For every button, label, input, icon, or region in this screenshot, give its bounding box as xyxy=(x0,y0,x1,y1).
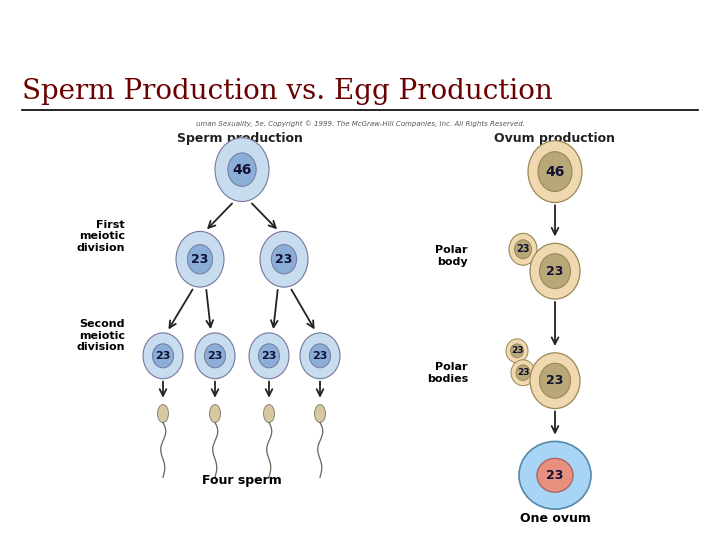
Ellipse shape xyxy=(271,245,297,274)
Text: Sperm production: Sperm production xyxy=(177,132,303,145)
Ellipse shape xyxy=(530,244,580,299)
Ellipse shape xyxy=(260,231,308,287)
Text: 23: 23 xyxy=(510,346,523,355)
Ellipse shape xyxy=(195,333,235,379)
Ellipse shape xyxy=(300,333,340,379)
Text: 23: 23 xyxy=(192,253,209,266)
Text: 23: 23 xyxy=(261,351,276,361)
Ellipse shape xyxy=(515,240,531,259)
Text: Four sperm: Four sperm xyxy=(202,474,282,487)
Ellipse shape xyxy=(315,404,325,422)
Text: uman Sexuality, 5e. Copyright © 1999. The McGraw-Hill Companies, Inc. All Rights: uman Sexuality, 5e. Copyright © 1999. Th… xyxy=(196,120,524,126)
Text: 23: 23 xyxy=(546,469,564,482)
Ellipse shape xyxy=(310,344,330,368)
Ellipse shape xyxy=(210,404,220,422)
Text: 23: 23 xyxy=(517,368,529,377)
Ellipse shape xyxy=(249,333,289,379)
Ellipse shape xyxy=(204,344,225,368)
Text: 23: 23 xyxy=(516,244,530,254)
Ellipse shape xyxy=(228,153,256,186)
Ellipse shape xyxy=(538,152,572,192)
Text: Sperm Production vs. Egg Production: Sperm Production vs. Egg Production xyxy=(22,78,553,105)
Ellipse shape xyxy=(176,231,224,287)
Ellipse shape xyxy=(528,141,582,202)
Ellipse shape xyxy=(530,353,580,409)
Text: Polar
bodies: Polar bodies xyxy=(427,362,468,383)
Ellipse shape xyxy=(158,404,168,422)
Text: 23: 23 xyxy=(275,253,293,266)
Ellipse shape xyxy=(187,245,212,274)
Ellipse shape xyxy=(516,365,530,381)
Text: Ovum production: Ovum production xyxy=(495,132,616,145)
Text: First
meiotic
division: First meiotic division xyxy=(76,220,125,253)
Text: 46: 46 xyxy=(233,163,252,177)
Text: 23: 23 xyxy=(156,351,171,361)
Ellipse shape xyxy=(264,404,274,422)
Text: 23: 23 xyxy=(546,374,564,387)
Ellipse shape xyxy=(153,344,174,368)
Ellipse shape xyxy=(143,333,183,379)
Ellipse shape xyxy=(510,344,523,358)
Ellipse shape xyxy=(258,344,279,368)
Text: 23: 23 xyxy=(546,265,564,278)
Text: One ovum: One ovum xyxy=(520,512,590,525)
Text: Second
meiotic
division: Second meiotic division xyxy=(76,319,125,353)
Ellipse shape xyxy=(539,254,570,288)
Text: Polar
body: Polar body xyxy=(436,246,468,267)
Ellipse shape xyxy=(519,441,591,509)
Ellipse shape xyxy=(539,363,570,398)
Ellipse shape xyxy=(511,360,535,386)
Text: 46: 46 xyxy=(545,165,564,179)
Ellipse shape xyxy=(509,233,537,265)
Text: 23: 23 xyxy=(312,351,328,361)
Ellipse shape xyxy=(537,458,573,492)
Ellipse shape xyxy=(215,138,269,201)
Text: 23: 23 xyxy=(207,351,222,361)
Ellipse shape xyxy=(506,339,528,363)
